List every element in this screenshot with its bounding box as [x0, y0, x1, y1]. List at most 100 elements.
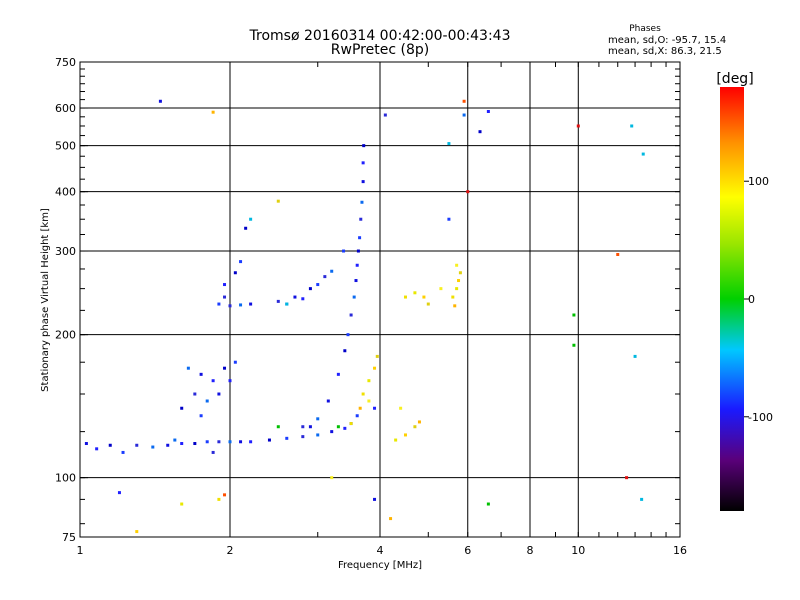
o-mode-point	[301, 435, 305, 439]
x-mode-point	[394, 438, 398, 442]
stats-line1: mean, sd,O: -95.7, 15.4	[608, 35, 726, 46]
o-mode-point	[223, 283, 227, 287]
o-mode-point	[276, 299, 280, 303]
colorbar-tick-label: -100	[748, 411, 773, 424]
o-mode-point	[193, 442, 197, 446]
o-mode-point	[239, 440, 243, 444]
o-mode-point	[173, 438, 177, 442]
o-mode-point	[239, 303, 243, 307]
x-mode-point	[361, 392, 365, 396]
red-point	[223, 493, 227, 497]
x-tick-label: 2	[227, 544, 234, 557]
x-mode-point	[458, 271, 462, 275]
o-mode-point	[293, 295, 297, 299]
x-mode-point	[373, 366, 377, 370]
o-mode-point	[249, 440, 253, 444]
o-mode-point	[193, 392, 197, 396]
x-tick-label: 6	[464, 544, 471, 557]
x-axis: 1 2 4 6 8 10 16	[77, 62, 687, 557]
cyan-point	[640, 497, 644, 501]
o-mode-point	[343, 349, 347, 353]
o-mode-point	[383, 113, 387, 117]
x-mode-point	[276, 199, 280, 203]
cyan-point	[285, 302, 289, 306]
x-mode-point	[211, 110, 215, 114]
x-mode-point	[403, 295, 407, 299]
stats-header: Phases	[629, 24, 661, 34]
x-mode-point	[413, 291, 417, 295]
y-tick-label: 750	[55, 56, 76, 69]
o-mode-point	[233, 360, 237, 364]
x-mode-point	[330, 476, 334, 480]
o-mode-point	[180, 406, 184, 410]
green-point	[572, 313, 576, 317]
x-mode-point	[422, 295, 426, 299]
x-mode-point	[135, 530, 139, 534]
o-mode-point	[199, 372, 203, 376]
o-mode-point	[249, 302, 253, 306]
x-mode-point	[439, 287, 443, 291]
x-mode-point	[403, 433, 407, 437]
o-mode-point	[211, 379, 215, 383]
y-tick-label: 600	[55, 102, 76, 115]
x-mode-point	[417, 420, 421, 424]
x-mode-point	[367, 379, 371, 383]
x-mode-point	[451, 295, 455, 299]
o-mode-point	[462, 113, 466, 117]
x-tick-label: 1	[77, 544, 84, 557]
o-mode-point	[359, 217, 363, 221]
x-axis-label: Frequency [MHz]	[338, 560, 422, 571]
chart-title-line2: RwPretec (8p)	[331, 42, 429, 58]
cyan-point	[249, 217, 253, 221]
o-mode-point	[199, 414, 203, 418]
o-mode-point	[228, 440, 232, 444]
colorbar-ticks: 100 0 -100	[744, 175, 773, 424]
o-mode-point	[308, 287, 312, 291]
o-mode-point	[166, 443, 170, 447]
o-mode-point	[323, 275, 327, 279]
o-mode-point	[108, 443, 112, 447]
x-mode-point	[217, 497, 221, 501]
o-mode-point	[326, 399, 330, 403]
o-mode-point	[228, 379, 232, 383]
o-mode-point	[346, 333, 350, 337]
o-mode-point	[354, 279, 358, 283]
cyan-point	[641, 152, 645, 156]
o-mode-point	[301, 425, 305, 429]
red-point	[466, 190, 470, 194]
x-mode-point	[399, 406, 403, 410]
o-mode-point	[360, 200, 364, 204]
o-mode-point	[135, 443, 139, 447]
o-mode-point	[362, 144, 366, 148]
o-mode-point	[158, 99, 162, 103]
o-mode-point	[343, 426, 347, 430]
o-mode-point	[180, 442, 184, 446]
o-mode-point	[301, 297, 305, 301]
o-mode-point	[244, 226, 248, 230]
green-point	[572, 343, 576, 347]
o-mode-point	[373, 406, 377, 410]
stats-line2: mean, sd,X: 86.3, 21.5	[608, 46, 722, 57]
red-point	[616, 252, 620, 256]
x-mode-point	[375, 354, 379, 358]
o-mode-point	[358, 236, 362, 240]
y-axis-label: Stationary phase Virtual Height [km]	[40, 208, 51, 392]
x-mode-point	[453, 304, 457, 308]
x-mode-point	[180, 502, 184, 506]
cyan-point	[630, 124, 634, 128]
x-mode-point	[455, 263, 459, 267]
o-mode-point	[117, 491, 121, 495]
x-mode-point	[358, 406, 362, 410]
o-mode-point	[447, 217, 451, 221]
o-mode-point	[355, 263, 359, 267]
x-mode-point	[455, 287, 459, 291]
colorbar-tick-label: 0	[748, 293, 755, 306]
green-point	[336, 425, 340, 429]
o-mode-point	[233, 271, 237, 275]
x-tick-label: 10	[571, 544, 585, 557]
x-mode-point	[426, 302, 430, 306]
y-tick-label: 100	[55, 472, 76, 485]
o-mode-point	[349, 313, 353, 317]
x-mode-point	[457, 279, 461, 283]
